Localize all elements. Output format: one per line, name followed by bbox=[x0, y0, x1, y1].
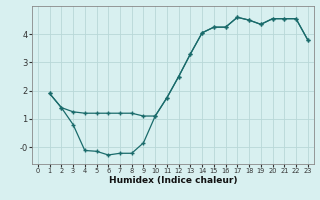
X-axis label: Humidex (Indice chaleur): Humidex (Indice chaleur) bbox=[108, 176, 237, 185]
